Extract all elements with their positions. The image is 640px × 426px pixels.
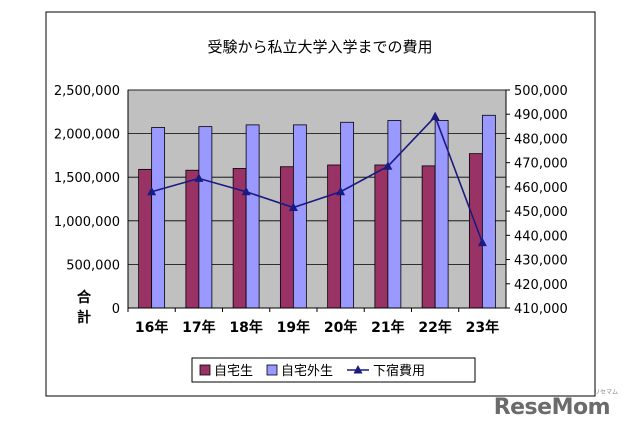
right-tick-label: 480,000	[514, 132, 568, 147]
left-tick-label: 2,000,000	[54, 128, 120, 143]
line-point-marker	[241, 186, 251, 196]
x-tick-label: 23年	[466, 319, 499, 336]
line-geshuku	[151, 115, 484, 243]
x-tick-label: 17年	[182, 319, 215, 336]
x-tick-label: 19年	[277, 319, 310, 336]
chart-title: 受験から私立大学入学までの費用	[207, 38, 432, 56]
line-point-marker	[430, 111, 440, 121]
legend-label: 自宅生	[214, 364, 253, 379]
legend-swatch	[199, 364, 211, 376]
bar-jitaku	[327, 164, 342, 309]
bar-jitaku	[185, 169, 200, 309]
bar-jitaku	[421, 165, 436, 309]
axes-layer: 0 500,000 1,000,000 1,500,000 2,000,000 2,500…	[54, 84, 568, 336]
line-layer	[147, 111, 487, 247]
bar-jitakugai	[481, 114, 496, 309]
legend-marker	[353, 365, 363, 374]
bars-layer	[138, 114, 496, 309]
right-tick-label: 490,000	[514, 108, 568, 123]
line-point-marker	[336, 186, 346, 196]
right-tick-label: 470,000	[514, 157, 568, 172]
line-point-marker	[477, 237, 487, 247]
bar-jitaku	[374, 164, 389, 309]
left-tick-label: 1,000,000	[54, 215, 120, 230]
x-tick-label: 18年	[229, 319, 262, 336]
legend: 自宅生 自宅外生 下宿費用	[191, 357, 476, 383]
legend-swatch	[266, 364, 278, 376]
legend-label: 下宿費用	[373, 363, 425, 379]
left-axis-label-char: 計	[77, 309, 91, 326]
logo-text: ReseMom	[493, 395, 611, 420]
line-point-marker	[288, 202, 298, 211]
bar-jitakugai	[198, 126, 213, 309]
right-tick-label: 500,000	[514, 84, 568, 99]
right-tick-label: 430,000	[514, 254, 568, 269]
right-tick-label: 410,000	[514, 302, 568, 317]
left-tick-label: 2,500,000	[54, 84, 120, 99]
bar-jitakugai	[434, 120, 449, 309]
bar-jitakugai	[340, 121, 355, 309]
bar-jitaku	[468, 153, 483, 309]
bar-jitakugai	[245, 124, 260, 309]
left-tick-label: 1,500,000	[54, 171, 120, 186]
x-tick-label: 22年	[418, 319, 451, 336]
right-tick-label: 450,000	[514, 205, 568, 220]
right-tick-label: 440,000	[514, 229, 568, 244]
left-axis-label-char: 合	[77, 289, 92, 306]
left-tick-label: 500,000	[66, 258, 120, 273]
right-tick-label: 460,000	[514, 181, 568, 196]
line-point-marker	[194, 173, 204, 182]
bar-jitakugai	[151, 127, 166, 309]
x-tick-label: 21年	[371, 319, 404, 336]
line-point-marker	[147, 186, 157, 196]
legend-label: 自宅外生	[281, 364, 333, 379]
line-point-marker	[383, 161, 393, 170]
resemom-logo: ReseMom	[493, 395, 611, 420]
bar-jitakugai	[387, 120, 402, 309]
right-tick-label: 420,000	[514, 278, 568, 293]
bar-jitaku	[279, 166, 294, 309]
left-tick-label: 0	[112, 302, 120, 317]
bar-jitakugai	[292, 124, 307, 309]
bar-jitaku	[138, 168, 153, 309]
left-axis-label: 合計	[77, 289, 92, 326]
watermark-sub: リセマム	[593, 389, 618, 396]
x-tick-label: 20年	[324, 319, 357, 336]
x-tick-label: 16年	[135, 319, 168, 336]
legend-box	[191, 357, 476, 383]
